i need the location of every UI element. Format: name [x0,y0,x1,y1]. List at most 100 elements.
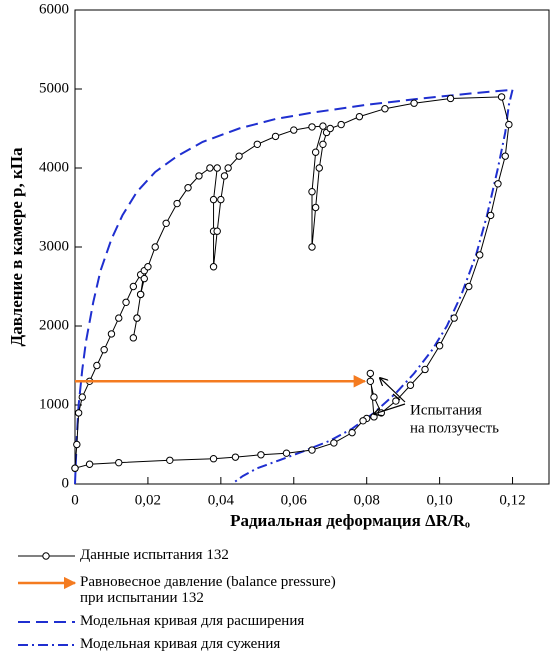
y-tick-label: 2000 [39,317,69,333]
data-point [209,263,218,271]
data-point [311,203,320,212]
data-point [319,140,327,149]
data-point [435,342,444,350]
data-point [78,393,86,401]
x-tick-label: 0,12 [499,492,525,508]
data-point [151,243,159,251]
data-point [308,243,316,251]
x-tick-label: 0,06 [281,492,308,508]
data-point [140,274,148,283]
annotation-arrow [374,403,406,414]
data-point [381,105,389,113]
data-point [326,124,334,133]
data-point [224,164,232,172]
data-point [184,184,192,192]
data-point [73,440,81,449]
data-point [359,417,367,425]
data-point [406,381,415,389]
legend-label: Равновесное давление (balance pressure) … [80,574,336,606]
data-point [421,365,429,374]
data-point [348,428,356,437]
x-axis-label: Радиальная деформация ΔR/Rₒ [230,511,470,530]
data-point [115,314,123,322]
data-point [271,132,280,141]
data-point [465,282,473,291]
data-point [486,211,495,220]
data-point [166,456,174,464]
legend-label: Модельная кривая для сужения [80,636,281,652]
data-point [115,458,123,467]
y-tick-label: 0 [62,475,70,491]
y-tick-label: 4000 [39,159,69,175]
data-point [129,334,138,342]
data-point [209,455,218,463]
data-point [476,251,484,259]
data-point [93,361,101,370]
annotation-text: Испытания [410,402,482,418]
data-point [235,152,243,160]
data-point [257,451,265,459]
annotation-arrow [380,378,406,403]
data-point [122,298,130,306]
data-point [501,152,509,160]
data-point [330,439,338,447]
data-point [308,123,316,131]
data-point [209,195,218,204]
data-point [85,460,94,468]
x-tick-label: 0,04 [208,492,235,508]
annotation-arrow [392,393,401,401]
y-axis-label: Давление в камере p, кПа [7,147,26,346]
data-point [355,112,364,121]
annotation-text: на ползучесть [410,420,499,436]
data-point [337,120,345,129]
data-point [366,369,375,378]
data-point [315,164,323,172]
y-tick-label: 6000 [39,1,69,17]
data-point [253,140,262,149]
data-point [494,180,502,188]
data-point [100,346,108,354]
data-point [107,330,116,338]
y-tick-label: 1000 [39,396,69,412]
data-point [497,93,506,101]
data-point [370,413,378,421]
legend-label: Данные испытания 132 [80,547,229,563]
data-point [217,195,225,204]
x-tick-label: 0,02 [135,492,161,508]
data-point [195,172,203,180]
data-point [71,464,79,472]
x-tick-label: 0 [71,492,79,508]
data-point [446,94,455,103]
data-point [133,314,141,322]
data-point [173,199,181,208]
series-line [74,88,513,485]
legend-marker [42,552,50,560]
data-point [370,393,378,401]
data-point [308,446,316,454]
data-point [144,263,152,271]
data-point [450,314,458,322]
legend-label: Модельная кривая для расширения [80,613,305,629]
series-line [231,89,514,485]
data-point [308,188,316,196]
data-point [505,120,513,129]
x-tick-label: 0,10 [426,492,452,508]
data-point [231,453,240,461]
data-point [74,409,83,417]
data-point [311,148,320,156]
data-point [206,164,214,172]
data-point [282,449,291,457]
y-tick-label: 5000 [39,80,69,96]
x-tick-label: 0,08 [354,492,380,508]
data-point [213,227,221,235]
data-point [213,164,221,172]
data-point [220,172,229,180]
data-point [290,126,298,134]
data-point [319,122,327,130]
data-point [162,219,170,228]
data-point [366,377,375,385]
data-point [392,397,400,405]
data-point [129,282,138,291]
